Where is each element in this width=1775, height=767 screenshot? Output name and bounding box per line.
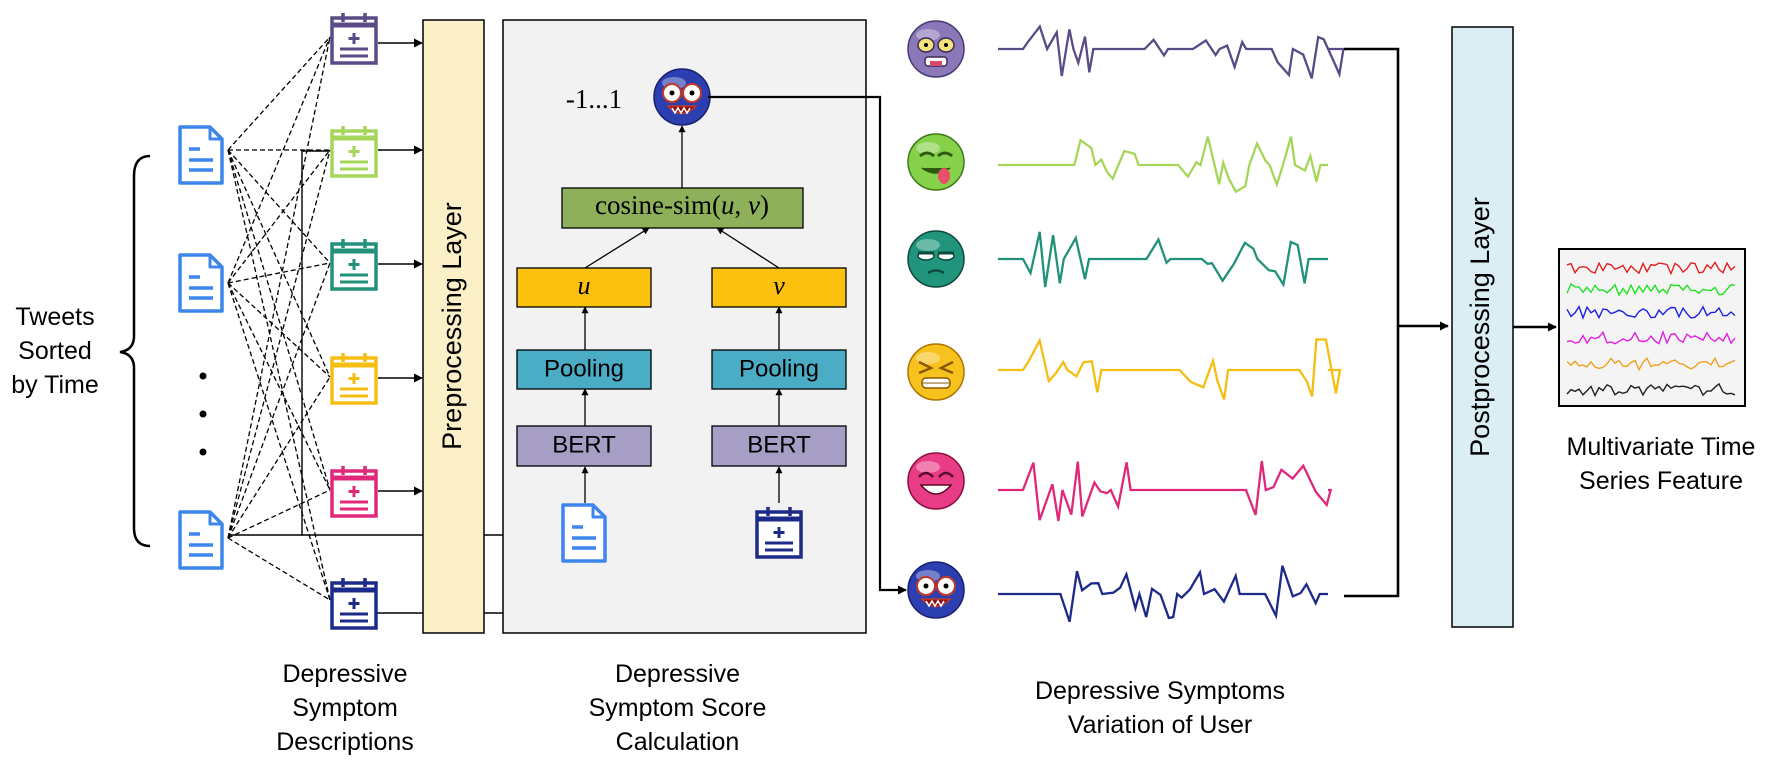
tweets-brace bbox=[119, 154, 151, 548]
yellow-grimace-emoji-icon bbox=[907, 343, 965, 401]
postprocessing-layer-label: Postprocessing Layer bbox=[1465, 197, 1495, 457]
variation-wave-2 bbox=[998, 136, 1328, 194]
navy-calendar-icon bbox=[330, 578, 378, 630]
tweets-sorted-line-1: Tweets bbox=[15, 303, 95, 331]
symptom-descriptions-line-2: Symptom bbox=[292, 694, 398, 722]
cosine-sim-box bbox=[561, 187, 804, 229]
purple-zombie-emoji-icon bbox=[907, 20, 965, 78]
preprocessing-layer-label: Preprocessing Layer bbox=[437, 202, 467, 450]
v-box bbox=[711, 267, 847, 308]
output-mini-waves bbox=[1566, 261, 1736, 398]
green-sick-emoji-icon bbox=[907, 133, 965, 191]
tweets-ellipsis bbox=[199, 372, 207, 456]
score-calculation-line-2: Symptom Score bbox=[588, 694, 767, 722]
tweet-symptom-links bbox=[227, 36, 331, 601]
pink-laughing-emoji-icon bbox=[907, 452, 965, 510]
cosine-prefix: cosine-sim( bbox=[595, 190, 721, 220]
cosine-suffix: ) bbox=[760, 190, 769, 220]
bert-label-left: BERT bbox=[552, 431, 616, 458]
u-label: u bbox=[578, 271, 591, 300]
purple-calendar-icon bbox=[330, 13, 378, 65]
variation-line-1: Depressive Symptoms bbox=[1034, 677, 1286, 705]
pooling-box-left bbox=[516, 349, 652, 390]
preprocessing-layer-box bbox=[422, 19, 485, 634]
pink-calendar-icon bbox=[330, 466, 378, 518]
variation-wave-4 bbox=[998, 337, 1342, 400]
tweet-doc-icon-2 bbox=[178, 253, 224, 313]
symptom-descriptions bbox=[330, 13, 378, 630]
output-mini-wave-4 bbox=[1566, 330, 1736, 345]
variation-bracket bbox=[1344, 47, 1449, 598]
variation-wave-6 bbox=[998, 565, 1328, 623]
symptom-descriptions-line-1: Depressive bbox=[282, 660, 408, 688]
output-feature-line-2: Series Feature bbox=[1579, 467, 1743, 495]
navy-scared-emoji-icon bbox=[907, 561, 965, 619]
tweet-documents bbox=[178, 125, 224, 570]
tweets-sorted-label: Tweets Sorted by Time bbox=[0, 300, 110, 402]
preprocessing-input-arrows bbox=[378, 38, 423, 496]
variation-wave-1 bbox=[998, 24, 1345, 79]
tweets-sorted-line-3: by Time bbox=[11, 371, 99, 399]
pooling-box-right bbox=[711, 349, 847, 390]
cosine-u: u bbox=[721, 190, 735, 220]
score-module-arrows bbox=[581, 125, 783, 503]
output-feature-label: Multivariate Time Series Feature bbox=[1548, 430, 1774, 498]
symptom-emojis bbox=[907, 20, 965, 619]
bert-label-right: BERT bbox=[747, 431, 811, 458]
lightgreen-calendar-icon bbox=[330, 126, 378, 178]
teal-annoyed-emoji-icon bbox=[907, 230, 965, 288]
cosine-comma: , bbox=[735, 190, 749, 220]
variation-line-2: Variation of User bbox=[1067, 711, 1253, 739]
score-result-emoji-icon bbox=[653, 68, 711, 126]
u-box bbox=[516, 267, 652, 308]
cosine-sim-label: cosine-sim(u, v) bbox=[595, 190, 769, 220]
tweet-doc-icon-1 bbox=[178, 125, 224, 185]
module-symptom-calendar-icon bbox=[755, 507, 803, 559]
output-mini-wave-3 bbox=[1566, 305, 1736, 320]
output-mini-wave-5 bbox=[1566, 356, 1736, 372]
tweets-sorted-line-2: Sorted bbox=[18, 337, 92, 365]
teal-calendar-icon bbox=[330, 239, 378, 291]
bert-box-left bbox=[516, 425, 652, 467]
symptom-descriptions-line-3: Descriptions bbox=[276, 728, 414, 756]
symptom-descriptions-label: Depressive Symptom Descriptions bbox=[250, 657, 440, 759]
score-calculation-label: Depressive Symptom Score Calculation bbox=[565, 657, 790, 759]
symptom-variation-waves bbox=[998, 24, 1345, 623]
v-label: v bbox=[773, 271, 785, 300]
tweet-doc-icon-3 bbox=[178, 510, 224, 570]
pooling-label-left: Pooling bbox=[544, 355, 624, 382]
variation-wave-5 bbox=[998, 460, 1333, 522]
score-to-variation-arrow bbox=[708, 95, 907, 595]
output-mini-wave-2 bbox=[1566, 282, 1736, 297]
output-mini-wave-1 bbox=[1566, 261, 1736, 276]
score-result-emoji bbox=[653, 68, 711, 126]
score-range-label: -1...1 bbox=[566, 84, 622, 114]
output-feature-line-1: Multivariate Time bbox=[1566, 433, 1756, 461]
output-feature-box bbox=[1558, 248, 1746, 407]
bert-box-right bbox=[711, 425, 847, 467]
variation-label: Depressive Symptoms Variation of User bbox=[1000, 674, 1320, 742]
cosine-v: v bbox=[748, 190, 760, 220]
score-calculation-line-1: Depressive bbox=[614, 660, 741, 688]
yellow-calendar-icon bbox=[330, 353, 378, 405]
score-calculation-line-3: Calculation bbox=[615, 728, 740, 756]
variation-wave-3 bbox=[998, 231, 1328, 288]
postprocessing-layer-box bbox=[1451, 26, 1514, 628]
module-tweet-doc-icon bbox=[561, 503, 607, 563]
pooling-label-right: Pooling bbox=[739, 355, 819, 382]
score-module-inputs bbox=[561, 503, 803, 563]
output-mini-wave-6 bbox=[1566, 382, 1736, 398]
